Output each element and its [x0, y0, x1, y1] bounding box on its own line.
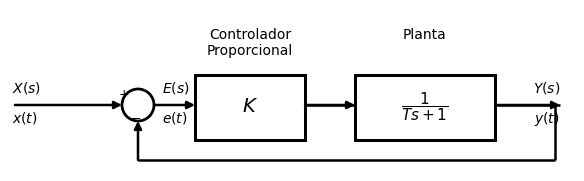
- Text: $x(t)$: $x(t)$: [12, 110, 37, 126]
- Text: $e(t)$: $e(t)$: [162, 110, 187, 126]
- Text: Planta: Planta: [403, 28, 447, 42]
- Text: $Y(s)$: $Y(s)$: [533, 80, 560, 96]
- Text: $E(s)$: $E(s)$: [162, 80, 190, 96]
- Text: $\dfrac{1}{Ts+1}$: $\dfrac{1}{Ts+1}$: [401, 91, 449, 123]
- Bar: [355, 75, 495, 140]
- Text: Controlador: Controlador: [209, 28, 291, 42]
- Text: $X(s)$: $X(s)$: [12, 80, 41, 96]
- Text: $+$: $+$: [119, 89, 130, 102]
- Text: $-$: $-$: [130, 111, 141, 125]
- Text: Proporcional: Proporcional: [207, 44, 293, 58]
- Bar: [195, 75, 305, 140]
- Text: $y(t)$: $y(t)$: [534, 110, 560, 128]
- Text: $K$: $K$: [242, 98, 258, 117]
